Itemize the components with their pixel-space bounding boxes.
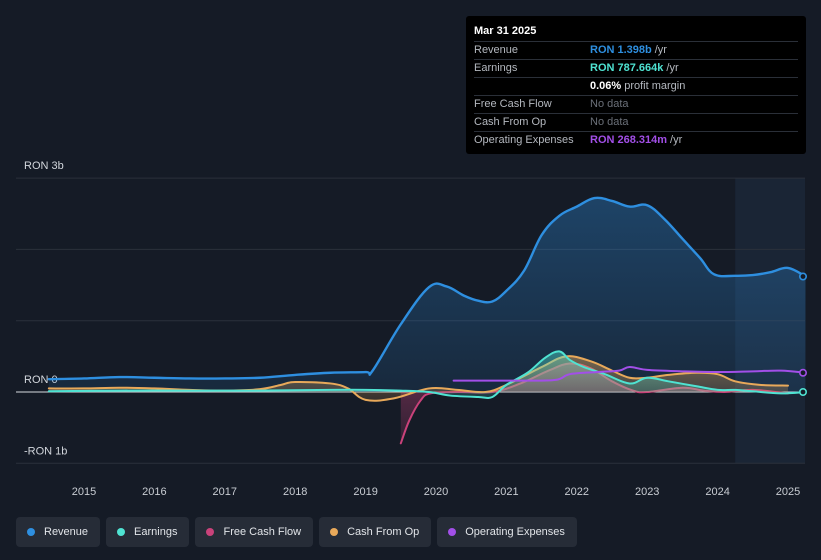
- x-tick-label: 2019: [353, 486, 377, 498]
- earnings-line: [47, 350, 807, 400]
- earnings-end-marker: [798, 387, 807, 396]
- tooltip-row: Operating Expenses RON 268.314m/yr: [474, 131, 798, 149]
- tooltip-row-label: [474, 78, 590, 95]
- x-tick-label: 2018: [283, 486, 307, 498]
- tooltip-row-value: No data: [590, 116, 629, 128]
- tooltip-row-label: Cash From Op: [474, 116, 547, 128]
- tooltip-row-unit: /yr: [666, 62, 679, 74]
- tooltip-date: Mar 31 2025: [474, 25, 537, 37]
- legend-item-cash-from-op[interactable]: Cash From Op: [319, 517, 432, 547]
- earnings-area: [48, 351, 806, 399]
- legend-dot-icon: [27, 528, 35, 536]
- tooltip-row-value: RON 1.398b: [590, 44, 652, 56]
- tooltip-row-label: Free Cash Flow: [474, 98, 552, 110]
- x-tick-label: 2020: [424, 486, 448, 498]
- tooltip-row-value: No data: [590, 98, 629, 110]
- tooltip-row-value: RON 787.664k: [590, 62, 664, 74]
- legend-label: Revenue: [44, 526, 89, 538]
- x-tick-label: 2024: [705, 486, 729, 498]
- legend-dot-icon: [117, 528, 126, 536]
- tooltip-row: Cash From Op No data: [474, 113, 798, 131]
- x-tick-label: 2021: [494, 486, 518, 498]
- legend-dot-icon: [448, 528, 457, 536]
- x-tick-label: 2022: [565, 486, 589, 498]
- revenue-area: [48, 197, 806, 392]
- x-tick-label: 2023: [635, 486, 659, 498]
- tooltip-row-unit: profit margin: [624, 80, 686, 92]
- tooltip-row-label: Operating Expenses: [474, 134, 574, 146]
- x-tick-label: 2016: [142, 486, 166, 498]
- legend-label: Free Cash Flow: [223, 526, 302, 538]
- tooltip-row: 0.06% profit margin: [474, 77, 798, 95]
- tooltip-row: Free Cash Flow No data: [474, 95, 798, 113]
- x-tick-label: 2017: [213, 486, 237, 498]
- tooltip-row-label: Revenue: [474, 44, 519, 56]
- tooltip-row-value: RON 268.314m: [590, 134, 668, 146]
- legend-item-operating-expenses[interactable]: Operating Expenses: [437, 517, 577, 547]
- legend-item-revenue[interactable]: Revenue: [16, 517, 101, 547]
- legend: Revenue Earnings Free Cash Flow Cash From O…: [16, 517, 577, 547]
- tooltip-row-label: Earnings: [474, 62, 518, 74]
- legend-label: Operating Expenses: [465, 526, 565, 538]
- legend-label: Cash From Op: [347, 526, 420, 538]
- x-tick-label: 2015: [72, 486, 96, 498]
- revenue-end-marker: [798, 272, 807, 281]
- legend-item-free-cash-flow[interactable]: Free Cash Flow: [195, 517, 314, 547]
- tooltip-panel: Mar 31 2025 Revenue RON 1.398b/yr Earnings…: [466, 16, 806, 154]
- legend-dot-icon: [330, 528, 339, 536]
- tooltip-row-unit: /yr: [654, 44, 667, 56]
- legend-label: Earnings: [134, 526, 178, 538]
- revenue-line: [47, 196, 807, 381]
- x-tick-label: 2025: [776, 486, 800, 498]
- y-axis-label: RON 3b: [24, 160, 64, 172]
- operating-expenses-line: [452, 366, 807, 382]
- legend-item-earnings[interactable]: Earnings: [106, 517, 190, 547]
- tooltip-row-value: 0.06%: [590, 80, 622, 92]
- tooltip-row-unit: /yr: [670, 134, 683, 146]
- tooltip-row: Earnings RON 787.664k/yr: [474, 59, 798, 77]
- operating-expenses-end-marker: [798, 368, 807, 377]
- tooltip-row: Revenue RON 1.398b/yr: [474, 41, 798, 59]
- y-axis-label: -RON 1b: [24, 445, 67, 457]
- legend-dot-icon: [206, 528, 215, 536]
